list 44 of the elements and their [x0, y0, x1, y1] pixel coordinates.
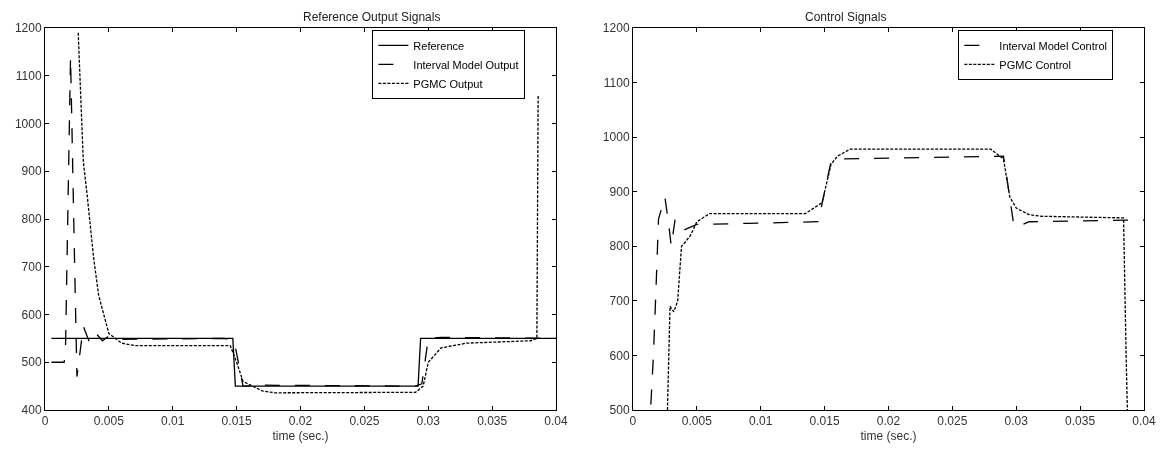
y-tick-label: 400 [21, 403, 42, 418]
y-tick-label: 1000 [14, 116, 42, 131]
x-tick-label: 0.04 [544, 414, 569, 429]
y-tick-label: 600 [609, 348, 630, 363]
legend-label: Interval Model Control [999, 39, 1107, 52]
y-tick-label: 1100 [15, 68, 42, 83]
x-tick-label: 0.025 [349, 414, 380, 429]
x-tick-label: 0.025 [937, 414, 968, 429]
x-tick-label: 0.03 [1004, 414, 1029, 429]
y-tick-label: 600 [21, 307, 42, 322]
y-tick-label: 500 [609, 403, 630, 418]
x-tick-label: 0.015 [809, 414, 840, 429]
x-tick-label: 0.015 [221, 414, 252, 429]
y-tick-label: 900 [21, 164, 42, 179]
x-tick-label: 0.035 [1065, 414, 1096, 429]
x-tick-label: 0.035 [477, 414, 508, 429]
y-tick-label: 700 [609, 294, 630, 309]
y-tick-label: 500 [21, 355, 42, 370]
x-tick-label: 0.005 [681, 414, 713, 429]
legend-label: Interval Model Output [413, 58, 519, 71]
x-axis-title: time (sec.) [860, 429, 917, 444]
x-tick-label: 0.01 [161, 414, 185, 429]
x-tick-label: 0.02 [288, 414, 313, 429]
y-tick-label: 1000 [602, 130, 630, 145]
legend-label: Reference [413, 39, 465, 52]
y-tick-label: 900 [609, 184, 630, 199]
x-tick-label: 0.01 [749, 414, 773, 429]
legend-label: PGMC Output [413, 77, 483, 90]
y-tick-label: 1100 [603, 75, 630, 90]
x-tick-label: 0.02 [876, 414, 901, 429]
chart-title: Control Signals [805, 10, 887, 24]
x-tick-label: 0.03 [416, 414, 441, 429]
x-tick-label: 0 [41, 414, 49, 429]
x-tick-label: 0 [629, 414, 637, 429]
x-axis-title: time (sec.) [272, 429, 329, 444]
y-tick-label: 800 [609, 239, 630, 254]
y-tick-label: 1200 [14, 21, 42, 36]
y-tick-label: 1200 [602, 21, 630, 36]
y-tick-label: 700 [21, 259, 42, 274]
x-tick-label: 0.005 [93, 414, 125, 429]
y-tick-label: 800 [21, 212, 42, 227]
chart-title: Reference Output Signals [303, 10, 441, 24]
x-tick-label: 0.04 [1132, 414, 1156, 429]
legend-label: PGMC Control [999, 58, 1071, 71]
